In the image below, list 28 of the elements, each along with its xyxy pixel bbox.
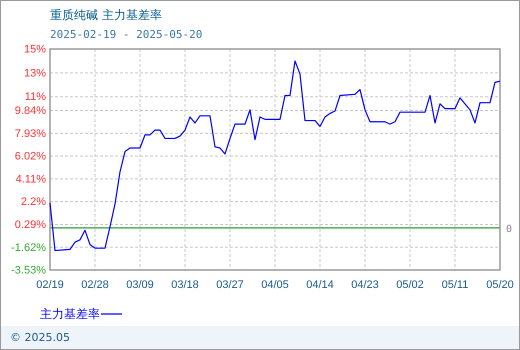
x-tick-label: 04/14 (306, 278, 334, 291)
x-tick-label: 05/02 (396, 278, 424, 291)
x-tick-label: 03/09 (126, 278, 154, 291)
y-tick-label: 0.29% (14, 218, 46, 231)
chart-subtitle: 2025-02-19 - 2025-05-20 (50, 28, 202, 41)
y-tick-label: 2.2% (20, 196, 46, 208)
x-tick-label: 03/27 (216, 278, 244, 291)
x-tick-label: 02/19 (36, 278, 64, 291)
legend-label: 主力基差率 (40, 307, 100, 321)
y-tick-label: -1.62% (11, 242, 46, 254)
x-tick-label: 04/23 (351, 278, 379, 291)
line-series (49, 60, 501, 252)
x-tick-label: 05/11 (442, 278, 468, 291)
y-tick-label: 9.84% (14, 105, 46, 118)
ref-line-label: 0 (506, 224, 512, 235)
y-tick-label: -3.53% (11, 264, 46, 277)
text: © 2025.05 (10, 331, 70, 344)
y-tick-label: 4.11% (16, 173, 46, 186)
y-tick-label: 6.02% (14, 150, 46, 163)
chart-title: 重质纯碱 主力基差率 (50, 8, 162, 22)
y-tick-label: 11% (24, 91, 46, 104)
y-tick-label: 15% (24, 44, 46, 56)
x-tick-label: 02/28 (81, 278, 109, 291)
x-tick-label: 04/05 (261, 278, 289, 291)
x-tick-label: 03/18 (171, 278, 199, 291)
y-tick-label: 7.93% (14, 128, 46, 140)
y-tick-label: 13% (24, 67, 46, 80)
x-tick-label: 05/20 (486, 278, 514, 291)
